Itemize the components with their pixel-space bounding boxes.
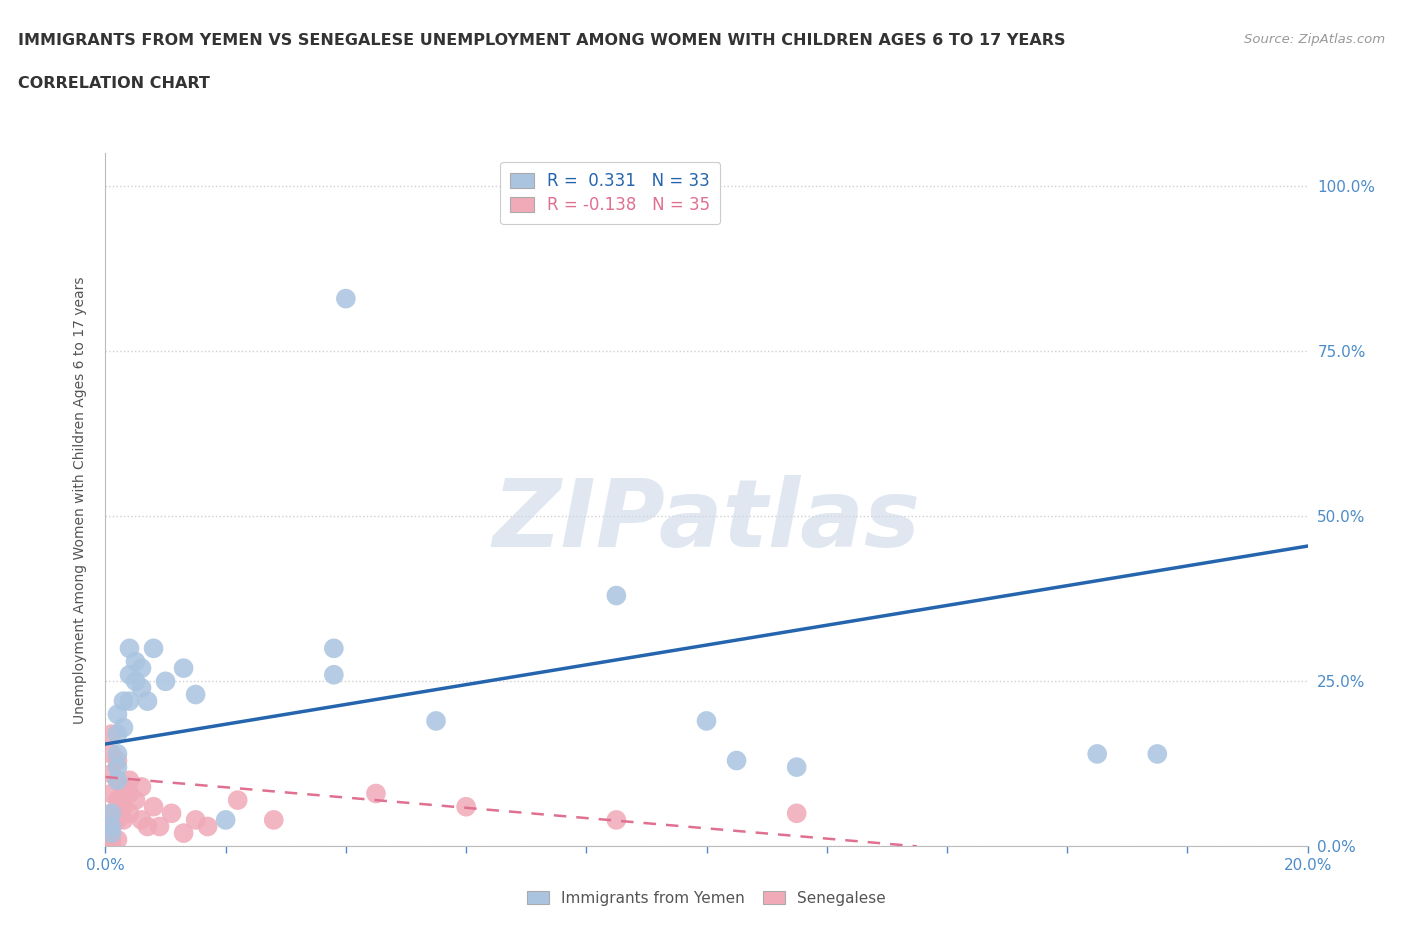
Point xyxy=(124,674,146,689)
Point xyxy=(136,694,159,709)
Point xyxy=(112,694,135,709)
Point xyxy=(155,674,177,689)
Point xyxy=(786,806,808,821)
Point xyxy=(1085,747,1108,762)
Point xyxy=(100,786,122,801)
Point xyxy=(107,813,129,828)
Point xyxy=(142,641,165,656)
Point xyxy=(136,819,159,834)
Point xyxy=(131,660,153,675)
Point xyxy=(148,819,170,834)
Point xyxy=(107,773,129,788)
Y-axis label: Unemployment Among Women with Children Ages 6 to 17 years: Unemployment Among Women with Children A… xyxy=(73,276,87,724)
Point xyxy=(725,753,748,768)
Point xyxy=(605,813,627,828)
Text: ZIPatlas: ZIPatlas xyxy=(492,474,921,566)
Point xyxy=(100,819,122,834)
Point xyxy=(173,826,195,841)
Point xyxy=(454,799,477,814)
Point xyxy=(100,726,122,741)
Point xyxy=(107,747,129,762)
Point xyxy=(322,668,344,683)
Point xyxy=(100,747,122,762)
Text: Source: ZipAtlas.com: Source: ZipAtlas.com xyxy=(1244,33,1385,46)
Point xyxy=(173,660,195,675)
Point xyxy=(100,839,122,854)
Point xyxy=(107,832,129,847)
Point xyxy=(100,819,122,834)
Point xyxy=(118,694,141,709)
Point xyxy=(226,792,249,807)
Point xyxy=(100,806,122,821)
Point xyxy=(131,681,153,696)
Point xyxy=(100,806,122,821)
Point xyxy=(112,799,135,814)
Point xyxy=(786,760,808,775)
Text: IMMIGRANTS FROM YEMEN VS SENEGALESE UNEMPLOYMENT AMONG WOMEN WITH CHILDREN AGES : IMMIGRANTS FROM YEMEN VS SENEGALESE UNEM… xyxy=(18,33,1066,47)
Point xyxy=(124,792,146,807)
Text: CORRELATION CHART: CORRELATION CHART xyxy=(18,76,209,91)
Point xyxy=(112,813,135,828)
Point xyxy=(605,588,627,603)
Point xyxy=(118,641,141,656)
Point xyxy=(118,668,141,683)
Point xyxy=(322,641,344,656)
Point xyxy=(107,753,129,768)
Point xyxy=(335,291,357,306)
Point xyxy=(100,826,122,841)
Point xyxy=(160,806,183,821)
Point xyxy=(131,779,153,794)
Point xyxy=(197,819,219,834)
Point xyxy=(142,799,165,814)
Point xyxy=(263,813,285,828)
Point xyxy=(214,813,236,828)
Point xyxy=(118,773,141,788)
Point xyxy=(100,832,122,847)
Point xyxy=(1146,747,1168,762)
Point xyxy=(131,813,153,828)
Point xyxy=(364,786,387,801)
Point xyxy=(184,813,207,828)
Point xyxy=(107,760,129,775)
Point xyxy=(107,792,129,807)
Point xyxy=(107,773,129,788)
Point xyxy=(118,806,141,821)
Point xyxy=(112,720,135,735)
Point xyxy=(100,766,122,781)
Point xyxy=(107,707,129,722)
Point xyxy=(696,713,718,728)
Point xyxy=(425,713,447,728)
Point xyxy=(112,779,135,794)
Point xyxy=(107,726,129,741)
Point xyxy=(124,654,146,669)
Legend: Immigrants from Yemen, Senegalese: Immigrants from Yemen, Senegalese xyxy=(519,882,894,915)
Point xyxy=(118,786,141,801)
Point xyxy=(184,687,207,702)
